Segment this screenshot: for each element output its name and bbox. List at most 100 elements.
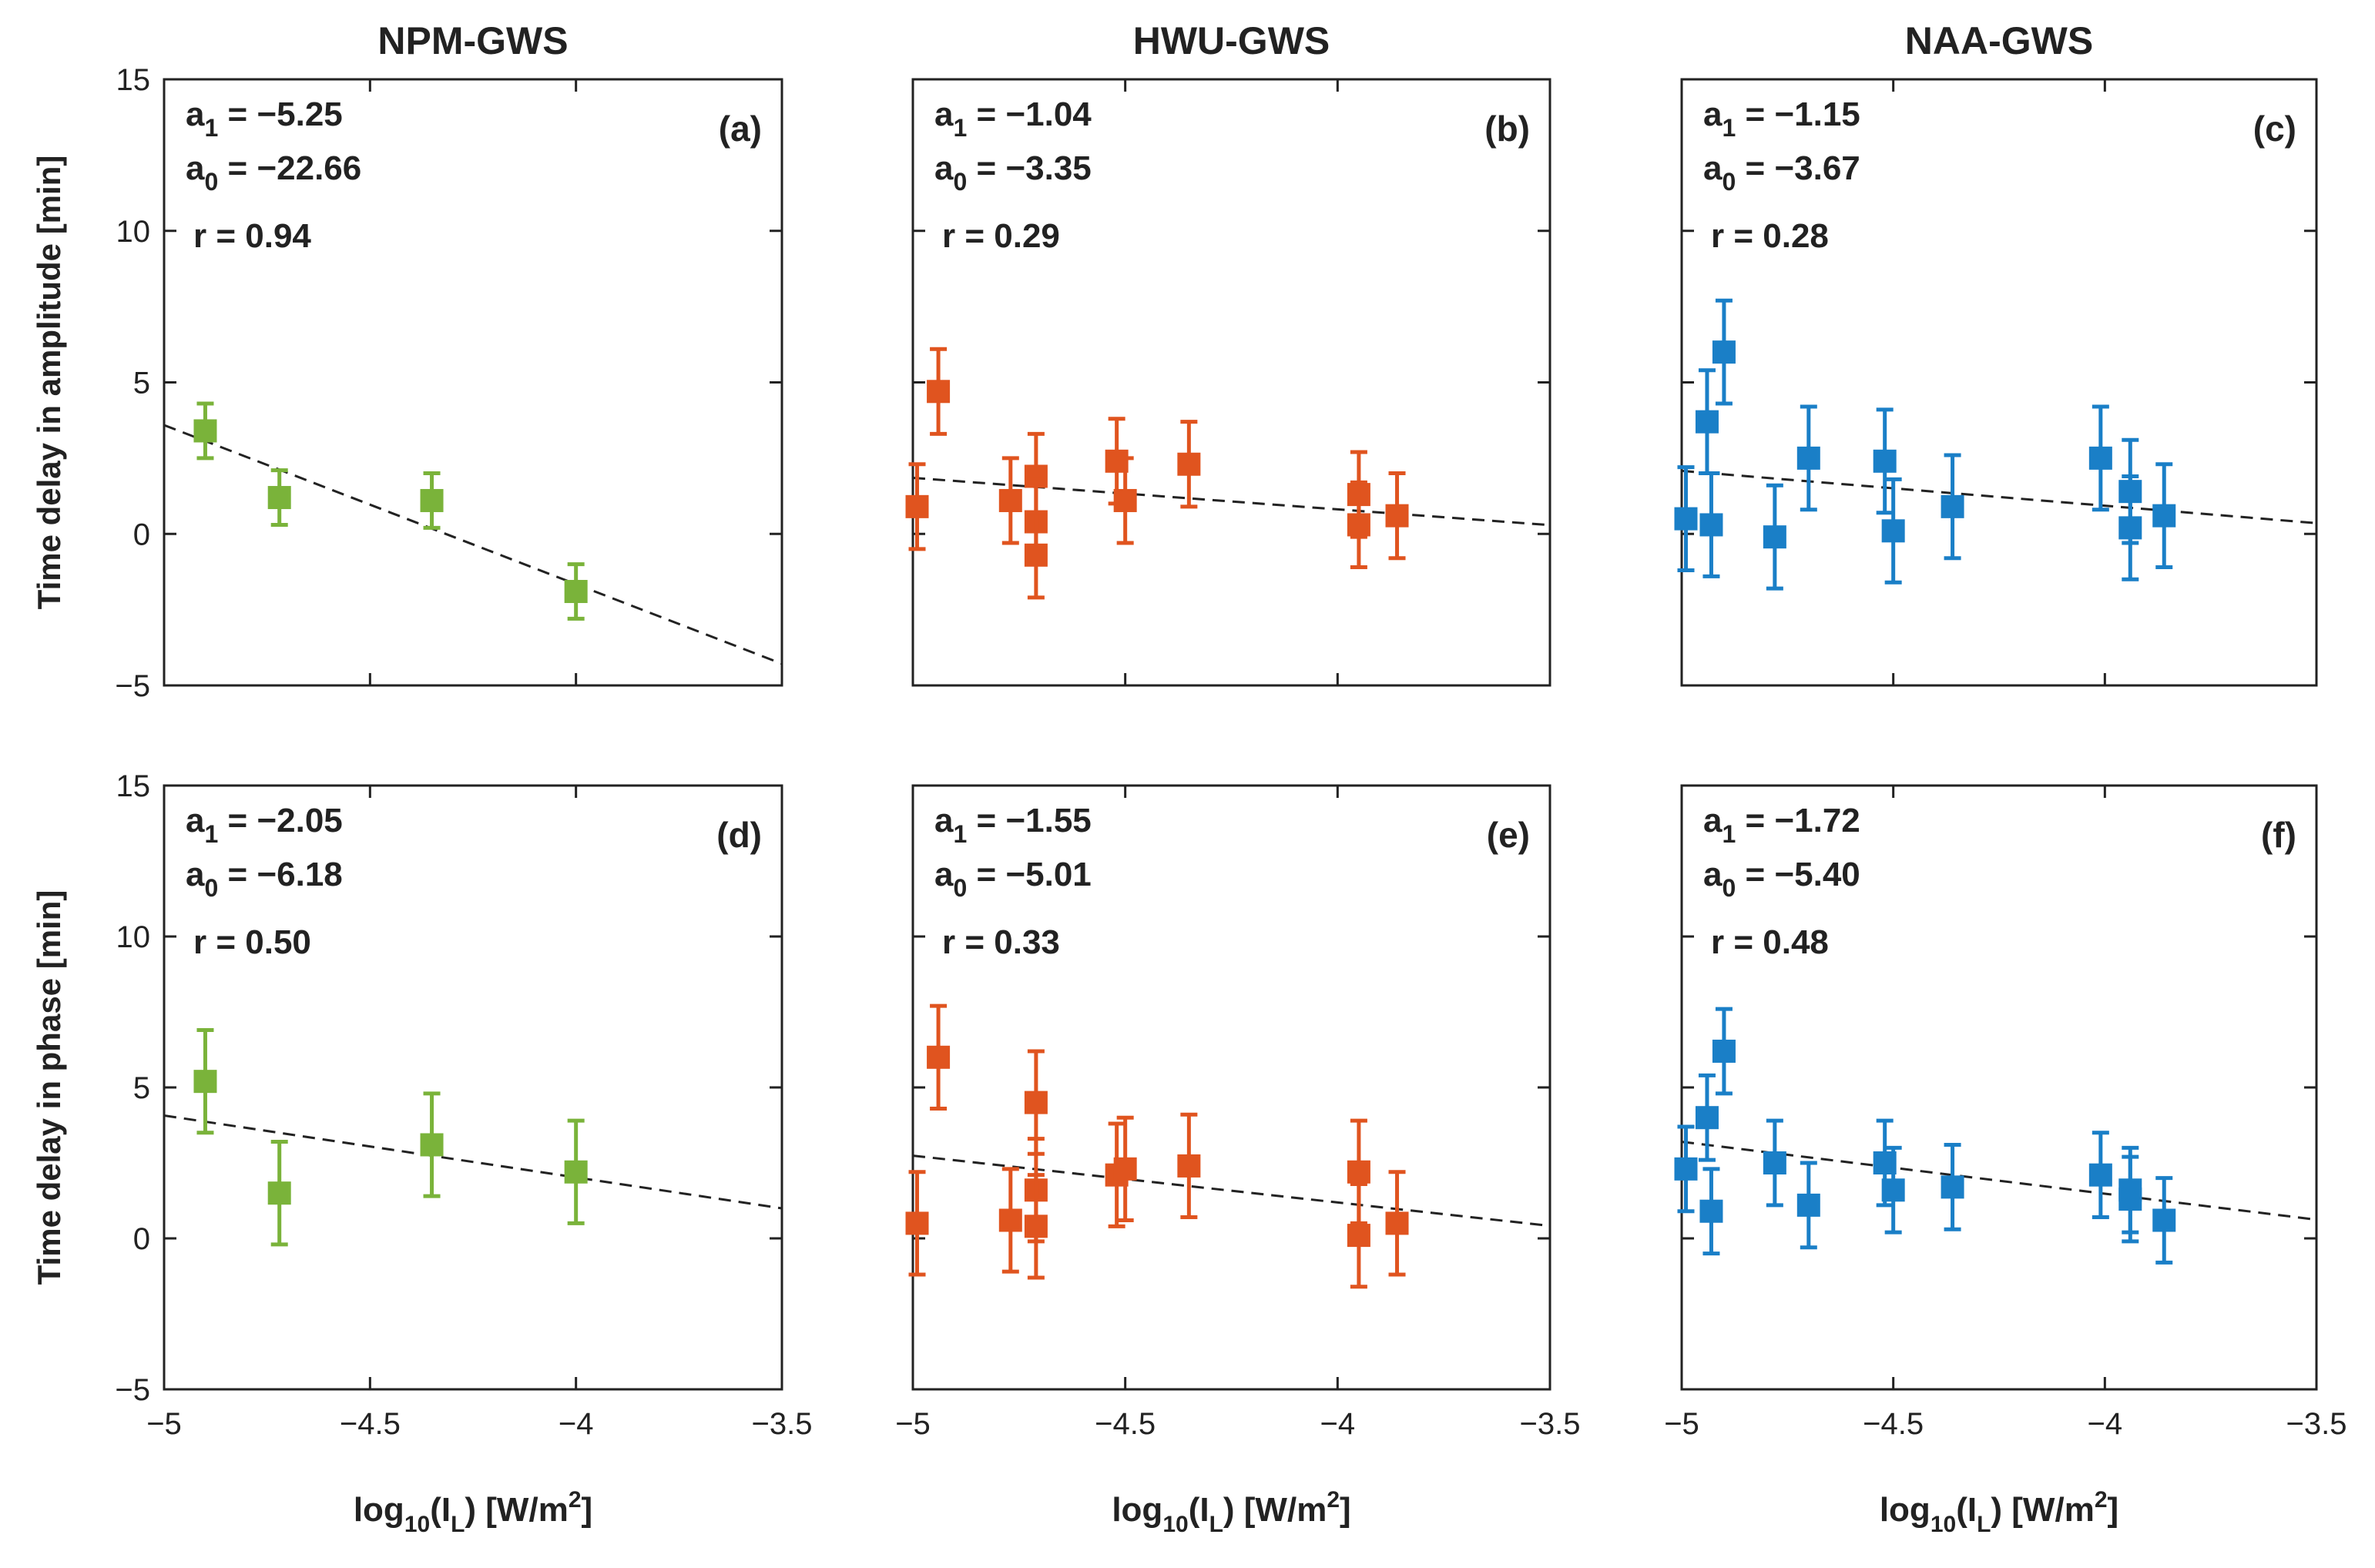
data-point [998, 1208, 1022, 1232]
panel-label: (f) [2261, 815, 2296, 855]
y-tick-label: 15 [116, 769, 151, 803]
data-point [1024, 1215, 1048, 1238]
x-tick-label: −4.5 [1863, 1407, 1924, 1441]
annotation-a1: a1 = −1.15 [1703, 95, 1860, 142]
y-tick-label: 5 [133, 367, 150, 400]
data-point [927, 1045, 951, 1069]
data-point [1347, 513, 1370, 537]
x-tick-label: −5 [1664, 1407, 1699, 1441]
annotation-a0: a0 = −6.18 [186, 856, 343, 902]
annotation-a0: a0 = −3.67 [1703, 149, 1860, 196]
data-point [905, 1211, 929, 1235]
data-point [1796, 446, 1820, 470]
fit-line [913, 476, 1550, 527]
x-axis-label: log10(IL) [W/m2] [1112, 1487, 1350, 1537]
panel-label: (c) [2253, 109, 2296, 149]
data-point [1881, 519, 1905, 543]
annotation-a0: a0 = −22.66 [186, 149, 361, 196]
data-point [1385, 1211, 1409, 1235]
data-point [193, 419, 217, 443]
annotation-r: r = 0.29 [942, 217, 1060, 255]
y-tick-label: −5 [115, 669, 150, 703]
data-point [1024, 1091, 1048, 1114]
data-point [1941, 494, 1964, 518]
annotation-a0: a0 = −3.35 [934, 149, 1092, 196]
panel-label: (b) [1484, 109, 1530, 149]
data-point [1712, 340, 1736, 364]
data-point [998, 488, 1022, 512]
x-tick-label: −3.5 [2286, 1407, 2347, 1441]
data-point [1385, 504, 1409, 528]
data-point [2118, 1188, 2142, 1211]
panel-label: (a) [719, 109, 762, 149]
annotation-a1: a1 = −1.72 [1703, 802, 1860, 848]
x-tick-label: −4 [559, 1407, 594, 1441]
data-point [267, 1181, 291, 1205]
fit-line [1682, 469, 2316, 524]
data-point [193, 1070, 217, 1094]
y-tick-label: 5 [133, 1071, 150, 1105]
x-axis-label: log10(IL) [W/m2] [1880, 1487, 2118, 1537]
y-axis-label-phase: Time delay in phase [min] [31, 890, 67, 1285]
x-tick-label: −3.5 [752, 1407, 813, 1441]
data-point [1699, 1199, 1723, 1223]
data-point [1674, 1157, 1698, 1181]
panel-d: −5 −4.5 −4 −3.5 −5 0 5 10 15 a1 = −2.05 a0 = −6.18… [115, 769, 812, 1441]
column-title-hwu-gws: HWU-GWS [1133, 19, 1330, 62]
data-point [1873, 449, 1897, 473]
data-point [1763, 1151, 1786, 1174]
x-tick-label: −4.5 [340, 1407, 401, 1441]
panel-label: (e) [1487, 815, 1530, 855]
fit-line [1682, 1141, 2316, 1221]
annotation-a0: a0 = −5.01 [934, 856, 1092, 902]
data-point [564, 1160, 588, 1184]
data-point [2152, 1208, 2176, 1232]
data-point [2088, 1163, 2112, 1187]
fit-line [164, 1114, 782, 1210]
fit-line [164, 424, 782, 665]
fit-line [913, 1154, 1550, 1228]
annotation-r: r = 0.50 [193, 923, 311, 961]
panel-b: a1 = −1.04 a0 = −3.35 r = 0.29 (b) [905, 78, 1551, 687]
data-point [1881, 1178, 1905, 1202]
data-point [1699, 513, 1723, 537]
annotation-a1: a1 = −2.05 [186, 802, 343, 848]
data-point [2118, 516, 2142, 540]
y-tick-label: 10 [116, 215, 151, 249]
panel-c: a1 = −1.15 a0 = −3.67 r = 0.28 (c) [1674, 78, 2318, 687]
data-point [1695, 410, 1719, 434]
y-tick-label: 15 [116, 63, 151, 97]
x-tick-label: −4 [2088, 1407, 2123, 1441]
y-tick-label: 10 [116, 920, 151, 954]
data-point [1712, 1039, 1736, 1063]
x-tick-label: −5 [895, 1407, 931, 1441]
panel-label: (d) [716, 815, 762, 855]
annotation-r: r = 0.33 [942, 923, 1060, 961]
y-tick-label: −5 [115, 1373, 150, 1407]
x-tick-label: −4 [1320, 1407, 1356, 1441]
column-title-npm-gws: NPM-GWS [377, 19, 568, 62]
data-point [1763, 525, 1786, 549]
data-point [927, 380, 951, 404]
annotation-r: r = 0.48 [1711, 923, 1829, 961]
x-tick-label: −3.5 [1520, 1407, 1581, 1441]
data-point [2088, 446, 2112, 470]
x-tick-label: −5 [146, 1407, 182, 1441]
data-point [2152, 504, 2176, 528]
annotation-a1: a1 = −5.25 [186, 95, 343, 142]
data-point [1941, 1175, 1964, 1199]
annotation-r: r = 0.94 [193, 217, 311, 255]
annotation-a1: a1 = −1.04 [934, 95, 1092, 142]
annotation-a1: a1 = −1.55 [934, 802, 1092, 848]
data-point [420, 488, 444, 512]
annotation-r: r = 0.28 [1711, 217, 1829, 255]
data-point [564, 580, 588, 604]
panel-e: −5 −4.5 −4 −3.5 a1 = −1.55 a0 = −5.01 r = 0.33… [895, 784, 1581, 1441]
y-tick-label: 0 [133, 1222, 150, 1256]
panel-f: −5 −4.5 −4 −3.5 a1 = −1.72 a0 = −5.40 r = 0.48… [1664, 784, 2347, 1441]
data-point [420, 1133, 444, 1157]
annotation-a0: a0 = −5.40 [1703, 856, 1860, 902]
data-point [1674, 507, 1698, 531]
data-point [1796, 1193, 1820, 1217]
